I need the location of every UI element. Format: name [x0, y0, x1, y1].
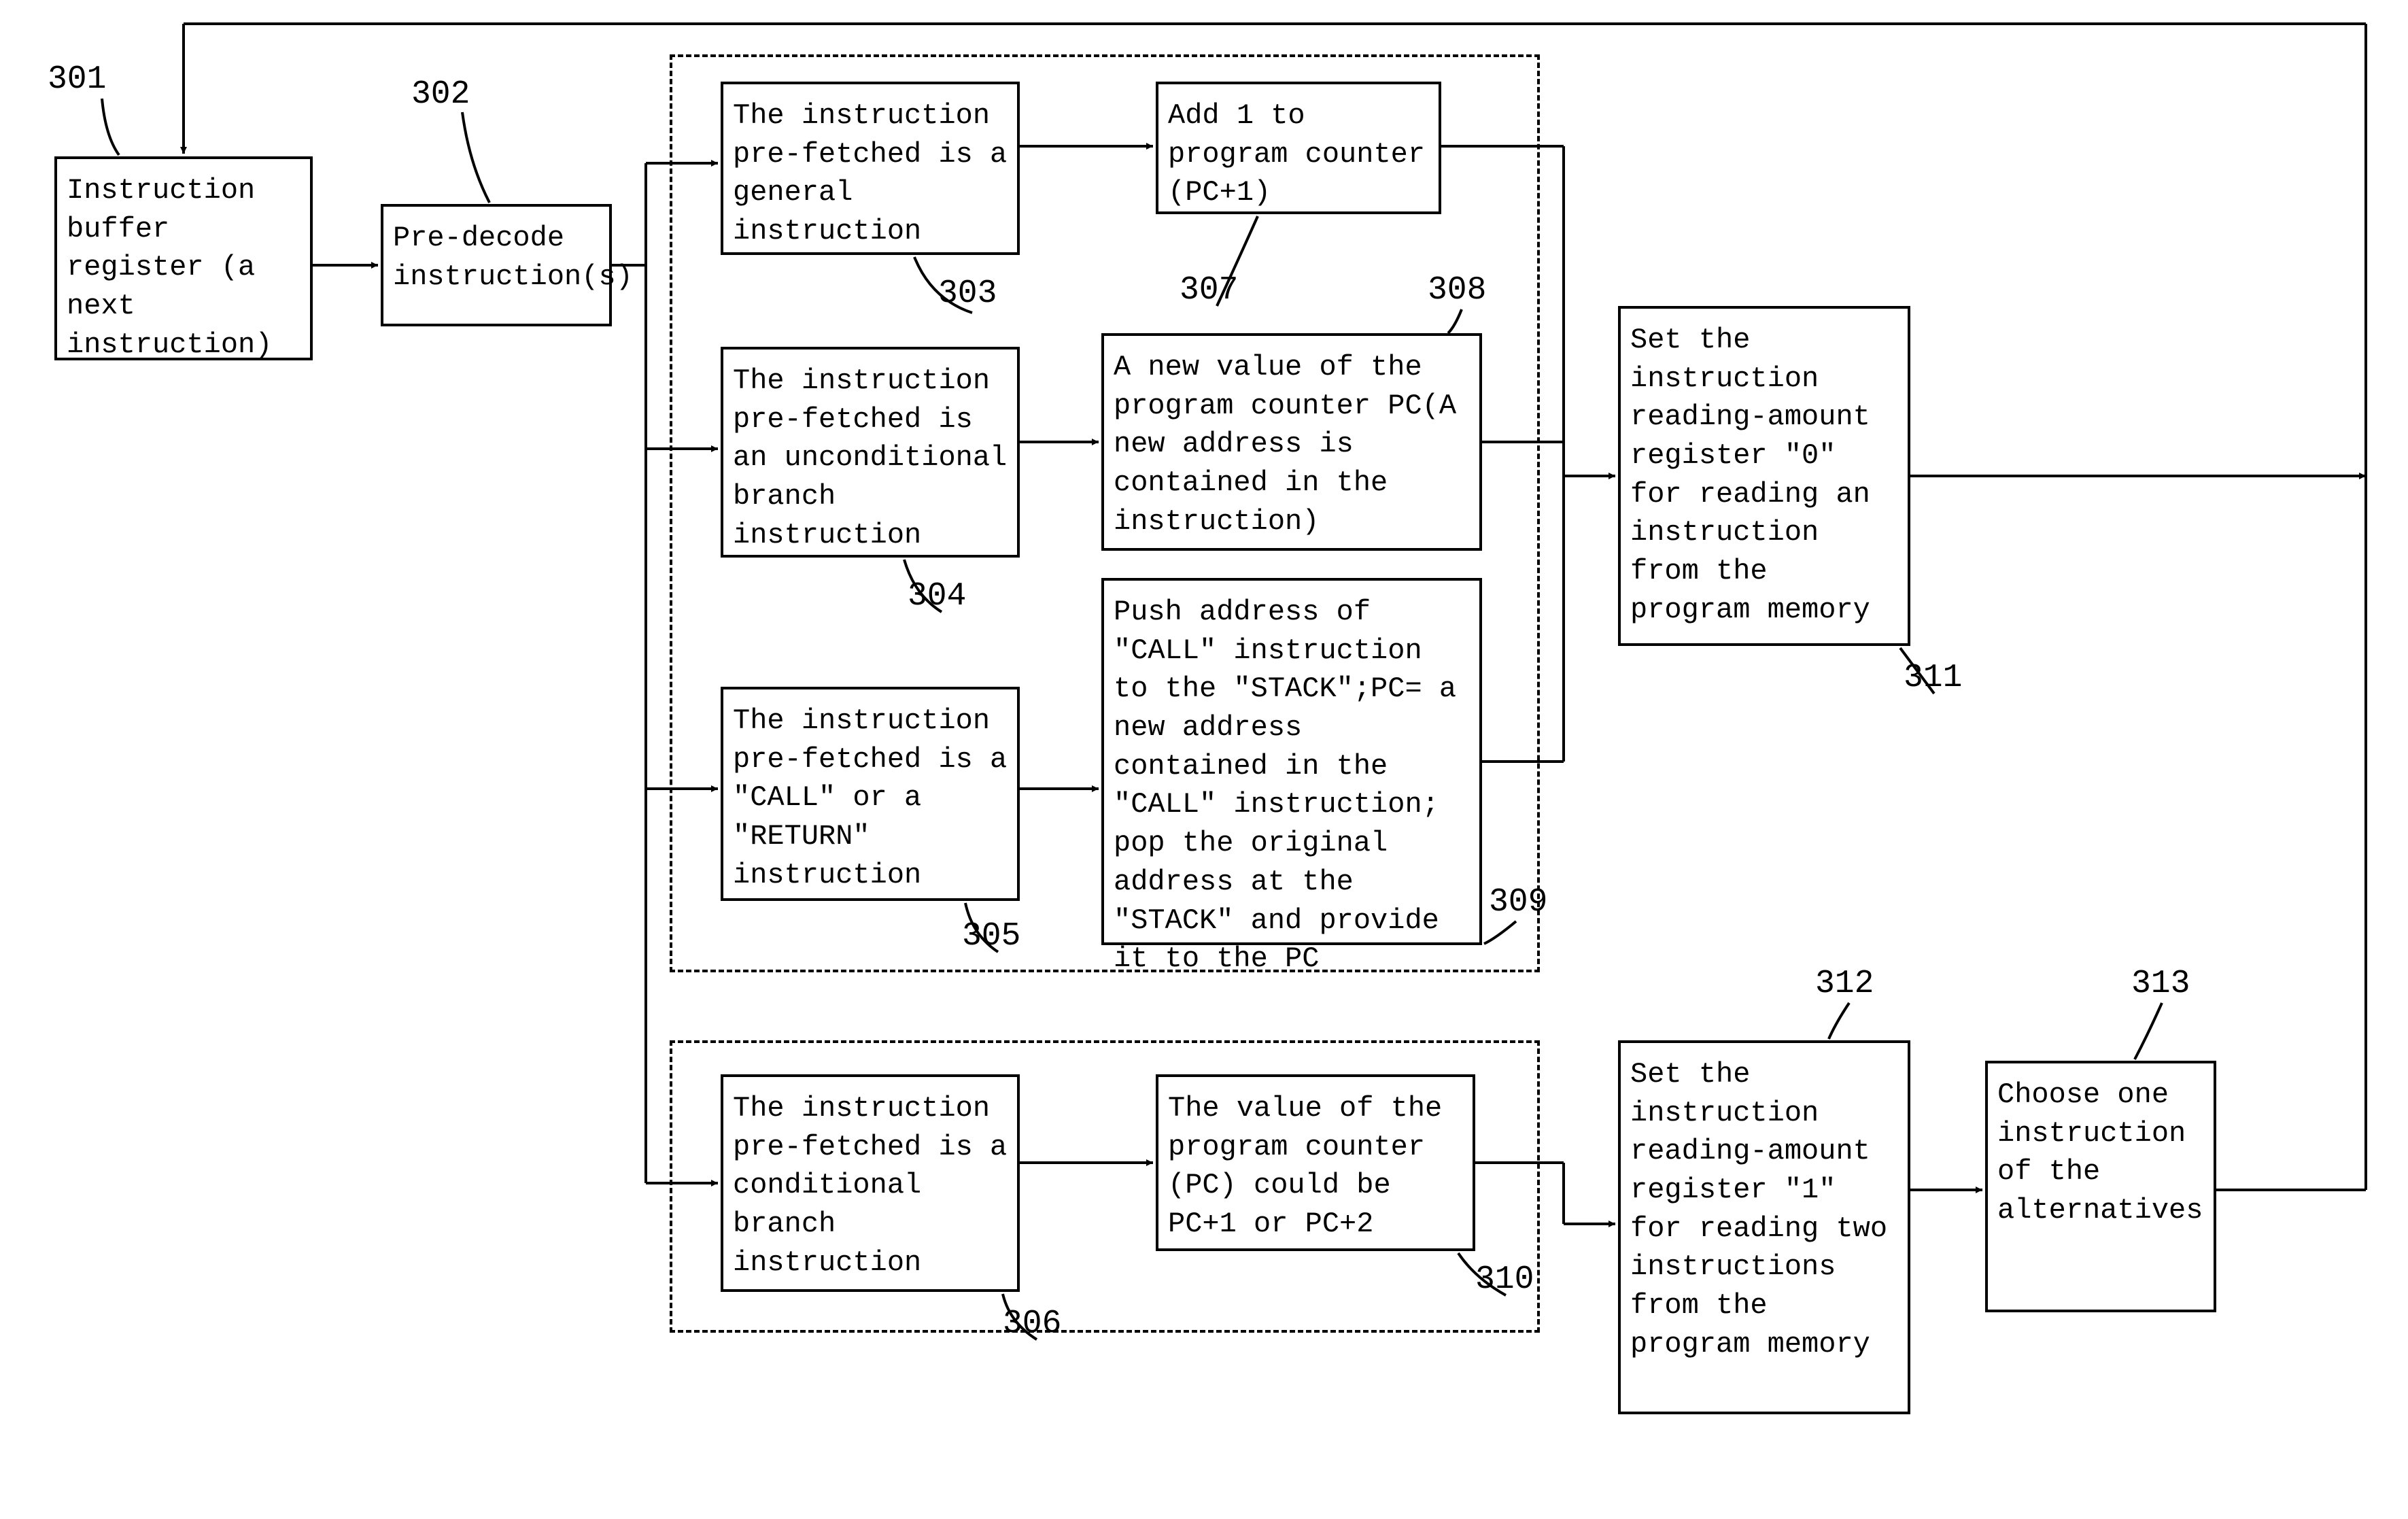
label-310: 310: [1475, 1261, 1534, 1298]
label-309: 309: [1489, 884, 1547, 921]
label-313: 313: [2131, 966, 2190, 1002]
label-307: 307: [1180, 272, 1238, 309]
label-312: 312: [1815, 966, 1874, 1002]
node-302: Pre-decode instruction(s): [381, 204, 612, 326]
node-303: The instruction pre-fetched is a general…: [721, 82, 1020, 255]
node-304: The instruction pre-fetched is an uncond…: [721, 347, 1020, 558]
label-305: 305: [962, 918, 1020, 955]
label-304: 304: [908, 578, 966, 615]
node-312: Set the instruction reading-amount regis…: [1618, 1040, 1910, 1414]
label-306: 306: [1003, 1305, 1061, 1342]
node-310: The value of the program counter (PC) co…: [1156, 1074, 1475, 1251]
node-311: Set the instruction reading-amount regis…: [1618, 306, 1910, 646]
node-301: Instruction buffer register (a next inst…: [54, 156, 313, 360]
node-313: Choose one instruction of the alternativ…: [1985, 1061, 2216, 1312]
node-305: The instruction pre-fetched is a "CALL" …: [721, 687, 1020, 901]
label-311: 311: [1904, 660, 1962, 696]
node-307: Add 1 to program counter (PC+1): [1156, 82, 1441, 214]
label-303: 303: [938, 275, 997, 312]
node-306: The instruction pre-fetched is a conditi…: [721, 1074, 1020, 1292]
node-309: Push address of "CALL" instruction to th…: [1101, 578, 1482, 945]
node-308: A new value of the program counter PC(A …: [1101, 333, 1482, 551]
label-302: 302: [411, 76, 470, 113]
label-308: 308: [1428, 272, 1486, 309]
label-301: 301: [48, 61, 106, 98]
